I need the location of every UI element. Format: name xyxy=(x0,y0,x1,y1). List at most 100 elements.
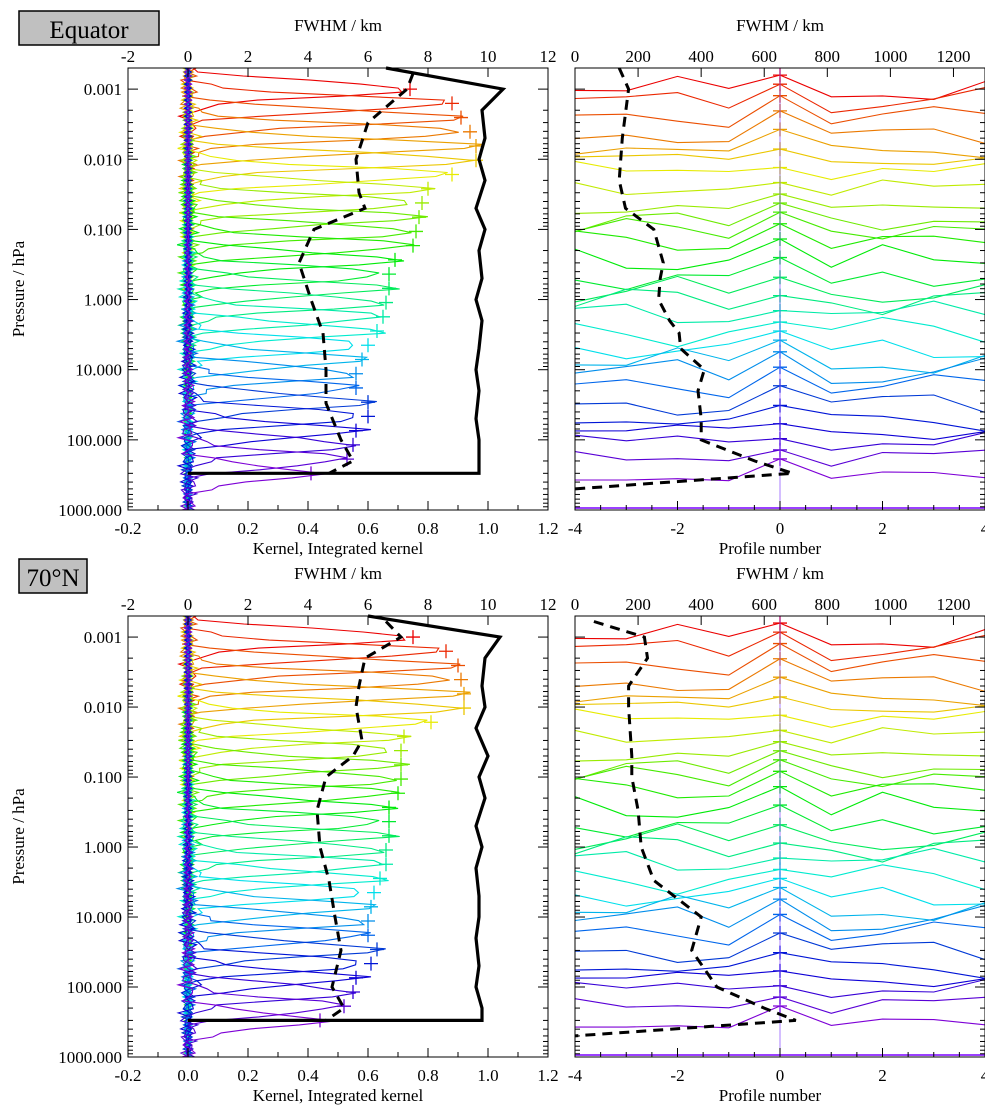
y-tick-label: 0.100 xyxy=(84,768,122,787)
kernel-line xyxy=(176,67,326,510)
vertical-resolution-line xyxy=(315,620,404,1022)
x2-axis-label: FWHM / km xyxy=(294,564,382,583)
kernel-peak-marker xyxy=(379,843,393,858)
kernel-peak-marker xyxy=(439,644,453,659)
kernel-peak-marker xyxy=(445,167,459,182)
x-tick-label: 0.0 xyxy=(177,519,198,538)
y-tick-label: 0.010 xyxy=(84,150,122,169)
y-tick-label: 100.000 xyxy=(67,431,122,450)
x-tick-label: 2 xyxy=(878,519,887,538)
x-tick-label: -0.2 xyxy=(115,519,142,538)
horizontal-resolution-line xyxy=(575,620,797,1038)
x-tick-label: -2 xyxy=(670,519,684,538)
kernel-peak-marker xyxy=(454,110,468,125)
kernel-peak-marker xyxy=(382,281,396,296)
x2-tick-label: 12 xyxy=(540,47,557,66)
x-tick-label: 0.4 xyxy=(297,519,319,538)
kernel-peak-marker xyxy=(382,800,396,815)
kernel-peak-marker xyxy=(379,295,393,310)
y-tick-label: 1000.000 xyxy=(58,501,122,520)
kernel-peak-marker xyxy=(346,437,360,452)
plot-area xyxy=(575,67,985,510)
kernel-peak-marker xyxy=(382,828,396,843)
kernel-peak-marker xyxy=(364,899,378,914)
x2-tick-label: 4 xyxy=(304,47,313,66)
kernel-peak-marker xyxy=(373,871,387,886)
x2-tick-label: 1000 xyxy=(873,595,907,614)
kernel-peak-marker xyxy=(406,238,420,253)
x2-tick-label: 1000 xyxy=(873,47,907,66)
x2-tick-label: 8 xyxy=(424,595,433,614)
panel-equator-profiles: -4 -2 0 2 4 0 200 400 600 800 1000 1200 Profile numb… xyxy=(568,16,985,558)
x-tick-label: 1.0 xyxy=(477,1066,498,1085)
x-tick-label: 4 xyxy=(981,1066,985,1085)
kernel-peak-marker xyxy=(397,729,411,744)
y-tick-label: 0.001 xyxy=(84,80,122,99)
x2-tick-label: 1200 xyxy=(936,47,970,66)
kernel-peak-marker xyxy=(349,970,363,985)
y-tick-label: 10.000 xyxy=(75,361,122,380)
kernel-peak-marker xyxy=(349,423,363,438)
region-label: Equator xyxy=(49,17,129,44)
kernel-peak-marker xyxy=(391,786,405,801)
x-tick-label: 0.2 xyxy=(237,1066,258,1085)
x2-tick-label: -2 xyxy=(121,595,135,614)
x2-tick-label: -2 xyxy=(121,47,135,66)
kernel-line xyxy=(179,67,348,510)
x-tick-label: 2 xyxy=(878,1066,887,1085)
x-axis-label: Profile number xyxy=(719,539,822,558)
kernel-peak-marker xyxy=(382,814,396,829)
kernel-peak-marker xyxy=(370,324,384,339)
kernel-peak-marker xyxy=(409,224,423,239)
x2-tick-label: 10 xyxy=(480,47,497,66)
x-tick-label: -4 xyxy=(568,519,583,538)
x-tick-label: -4 xyxy=(568,1066,583,1085)
x-tick-label: 0.8 xyxy=(417,1066,438,1085)
kernel-peak-marker xyxy=(361,914,375,929)
x-tick-label: 0.8 xyxy=(417,519,438,538)
x2-axis-label: FWHM / km xyxy=(736,16,824,35)
plot-area xyxy=(575,616,985,1057)
kernel-peak-marker xyxy=(394,743,408,758)
panel-70n-profiles: -4 -2 0 2 4 0 200 400 600 800 1000 1200 Profile numb… xyxy=(568,564,985,1105)
kernel-line xyxy=(179,67,357,510)
kernel-line xyxy=(177,67,354,510)
horizontal-resolution-line xyxy=(575,67,794,491)
y-tick-label: 10.000 xyxy=(75,908,122,927)
x2-tick-label: 8 xyxy=(424,47,433,66)
kernel-peak-marker xyxy=(421,181,435,196)
x2-tick-label: 6 xyxy=(364,595,373,614)
x2-tick-label: 200 xyxy=(625,595,651,614)
x2-tick-label: 0 xyxy=(571,595,580,614)
plot-area xyxy=(175,614,503,1057)
y-tick-label: 1.000 xyxy=(84,838,122,857)
x-tick-label: 1.2 xyxy=(537,1066,558,1085)
kernel-line xyxy=(179,67,464,510)
x2-tick-label: 0 xyxy=(184,595,193,614)
x-tick-label: 0 xyxy=(776,519,785,538)
kernel-peak-marker xyxy=(379,857,393,872)
region-label: 70°N xyxy=(26,565,79,592)
kernel-line xyxy=(177,615,357,1057)
x-tick-label: 0.6 xyxy=(357,519,378,538)
kernel-peak-marker xyxy=(469,139,483,154)
x2-tick-label: 0 xyxy=(571,47,580,66)
x2-axis-label: FWHM / km xyxy=(736,564,824,583)
x-tick-label: 0.6 xyxy=(357,1066,378,1085)
kernel-peak-marker xyxy=(424,715,438,730)
x2-tick-label: 200 xyxy=(625,47,651,66)
kernel-peak-marker xyxy=(463,124,477,139)
integrated-kernel-line xyxy=(188,614,503,1022)
kernel-peak-marker xyxy=(394,772,408,787)
kernel-peak-marker xyxy=(349,366,363,381)
x-tick-label: 0.0 xyxy=(177,1066,198,1085)
x2-tick-label: 800 xyxy=(815,595,841,614)
region-label-box xyxy=(18,10,160,46)
x-tick-label: -0.2 xyxy=(115,1066,142,1085)
kernel-peak-marker xyxy=(361,928,375,943)
x-tick-label: 1.2 xyxy=(537,519,558,538)
y-tick-label: 0.100 xyxy=(84,220,122,239)
x-tick-label: 4 xyxy=(981,519,985,538)
y-axis-label: Pressure / hPa xyxy=(9,788,28,885)
panel-70n-kernels: -0.2 0.0 0.2 0.4 0.6 0.8 1.0 1.2 -2 0 2 4 6 8 10 12 0.00… xyxy=(9,558,559,1105)
